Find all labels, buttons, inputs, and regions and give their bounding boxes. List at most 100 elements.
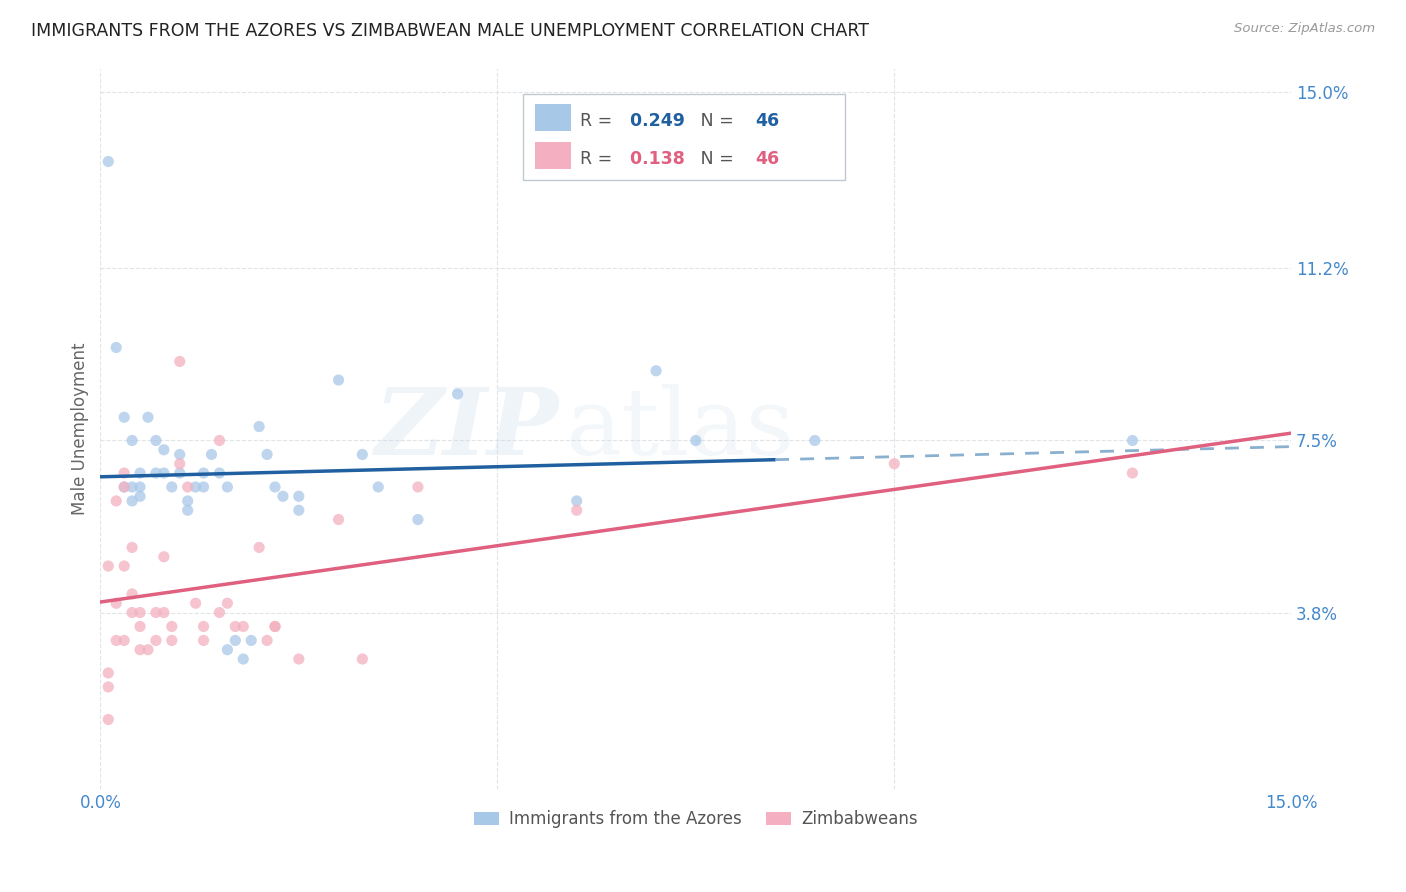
Point	[224, 633, 246, 648]
Point	[112, 466, 135, 480]
Point	[97, 665, 120, 680]
FancyBboxPatch shape	[536, 142, 571, 169]
Point	[446, 387, 468, 401]
FancyBboxPatch shape	[523, 94, 845, 180]
Point	[288, 652, 311, 666]
Point	[112, 480, 135, 494]
Point	[200, 447, 222, 461]
Point	[129, 480, 152, 494]
Point	[145, 606, 167, 620]
Point	[176, 494, 198, 508]
Point	[685, 434, 707, 448]
Text: 0.249: 0.249	[624, 112, 685, 130]
Point	[217, 480, 239, 494]
Point	[169, 354, 191, 368]
Point	[169, 457, 191, 471]
Text: 46: 46	[755, 150, 779, 168]
Point	[160, 633, 183, 648]
Point	[136, 410, 159, 425]
Point	[145, 434, 167, 448]
Point	[105, 596, 128, 610]
Point	[271, 489, 294, 503]
Point	[256, 633, 278, 648]
Point	[145, 633, 167, 648]
Legend: Immigrants from the Azores, Zimbabweans: Immigrants from the Azores, Zimbabweans	[467, 804, 925, 835]
Point	[247, 541, 270, 555]
Point	[145, 466, 167, 480]
Point	[256, 447, 278, 461]
Point	[1121, 434, 1143, 448]
Point	[105, 494, 128, 508]
Point	[105, 341, 128, 355]
Text: N =: N =	[683, 112, 740, 130]
Point	[121, 480, 143, 494]
Point	[112, 633, 135, 648]
Point	[804, 434, 827, 448]
Point	[105, 633, 128, 648]
Point	[193, 466, 215, 480]
Point	[176, 503, 198, 517]
Point	[112, 559, 135, 574]
Point	[97, 154, 120, 169]
Point	[129, 489, 152, 503]
Point	[406, 480, 429, 494]
Point	[160, 619, 183, 633]
Point	[288, 489, 311, 503]
Point	[224, 619, 246, 633]
FancyBboxPatch shape	[536, 103, 571, 131]
Point	[352, 447, 374, 461]
Point	[153, 442, 176, 457]
Point	[129, 619, 152, 633]
Text: 0.138: 0.138	[624, 150, 685, 168]
Point	[121, 494, 143, 508]
Point	[193, 619, 215, 633]
Point	[883, 457, 905, 471]
Point	[153, 606, 176, 620]
Point	[208, 434, 231, 448]
Point	[97, 713, 120, 727]
Point	[367, 480, 389, 494]
Point	[264, 619, 287, 633]
Point	[264, 619, 287, 633]
Point	[328, 373, 350, 387]
Text: Source: ZipAtlas.com: Source: ZipAtlas.com	[1234, 22, 1375, 36]
Point	[121, 606, 143, 620]
Point	[176, 480, 198, 494]
Point	[169, 447, 191, 461]
Point	[193, 480, 215, 494]
Point	[97, 680, 120, 694]
Text: 46: 46	[755, 112, 779, 130]
Point	[169, 466, 191, 480]
Point	[565, 494, 588, 508]
Point	[193, 633, 215, 648]
Point	[136, 642, 159, 657]
Point	[97, 559, 120, 574]
Point	[217, 596, 239, 610]
Point	[129, 466, 152, 480]
Point	[565, 503, 588, 517]
Point	[232, 652, 254, 666]
Point	[406, 512, 429, 526]
Point	[328, 512, 350, 526]
Text: atlas: atlas	[565, 384, 794, 474]
Text: R =: R =	[581, 112, 619, 130]
Point	[264, 480, 287, 494]
Point	[129, 642, 152, 657]
Point	[112, 410, 135, 425]
Point	[112, 480, 135, 494]
Point	[232, 619, 254, 633]
Text: ZIP: ZIP	[374, 384, 558, 474]
Text: N =: N =	[683, 150, 740, 168]
Point	[153, 466, 176, 480]
Point	[153, 549, 176, 564]
Point	[247, 419, 270, 434]
Point	[184, 480, 207, 494]
Point	[184, 596, 207, 610]
Text: R =: R =	[581, 150, 619, 168]
Point	[129, 606, 152, 620]
Point	[240, 633, 263, 648]
Point	[288, 503, 311, 517]
Point	[352, 652, 374, 666]
Point	[217, 642, 239, 657]
Point	[645, 364, 668, 378]
